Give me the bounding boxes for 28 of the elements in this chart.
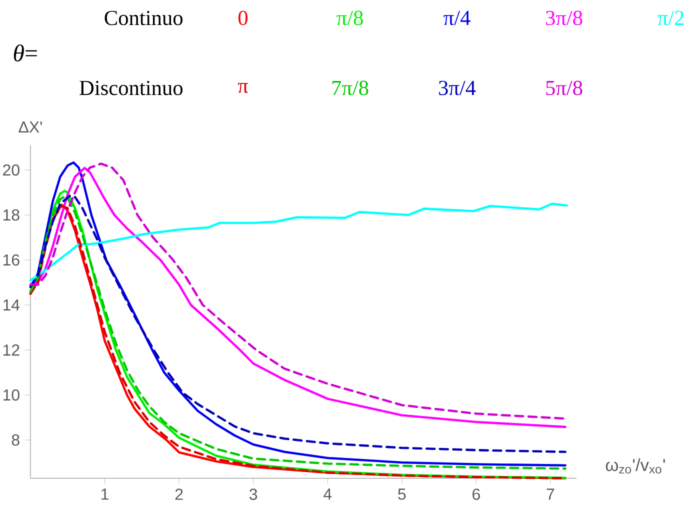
x-tick-label: 1: [102, 488, 108, 500]
y-tick-label: 18: [3, 209, 20, 221]
legend-title: θ=: [14, 44, 37, 62]
x-tick-label: 5: [398, 488, 406, 500]
text: π: [238, 82, 248, 93]
y-tick-label: 16: [3, 254, 20, 266]
x-axis-title: ω$_{zo}$'/v$_{xo}$': [606, 458, 665, 474]
text: π/2: [658, 10, 684, 26]
text: 5π/8: [546, 80, 582, 96]
y-tick-label: 10: [3, 389, 20, 401]
text: Discontinuo: [80, 80, 182, 96]
text: Continuo: [104, 10, 182, 26]
x-tick-label: 6: [472, 488, 480, 500]
y-tick-label: 8: [12, 434, 20, 446]
y-axis-title: ΔX': [18, 122, 42, 133]
text: π/4: [444, 10, 470, 26]
y-tick-label: 12: [3, 344, 20, 356]
x-tick-label: 3: [249, 488, 258, 500]
text: 0: [238, 10, 248, 26]
y-tick-label: 14: [3, 299, 20, 310]
text: 3π/4: [439, 80, 476, 96]
text: 3π/8: [546, 10, 582, 26]
text: 7π/8: [332, 80, 368, 96]
x-tick-label: 2: [175, 488, 183, 500]
text: π/8: [336, 10, 363, 26]
x-tick-label: 4: [324, 488, 332, 500]
y-tick-label: 20: [3, 164, 20, 176]
x-tick-label: 7: [546, 488, 554, 500]
